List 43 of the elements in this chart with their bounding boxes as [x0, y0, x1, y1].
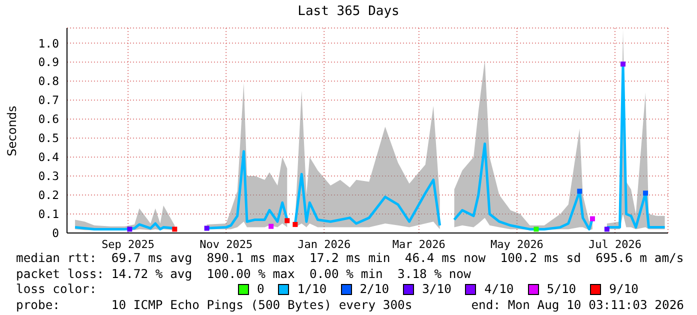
- point: [268, 224, 274, 229]
- y-tick-label: 0.4: [38, 150, 60, 164]
- x-tick-label: May 2026: [490, 238, 544, 251]
- point: [172, 226, 178, 232]
- x-tick-label: Sep 2025: [102, 238, 155, 251]
- y-tick-label: 0.5: [38, 131, 59, 146]
- legend-label: 5/10: [546, 282, 576, 298]
- text: probe: 10 ICMP Echo Pings (500 Bytes) every 300s: [16, 298, 412, 313]
- legend-label: 4/10: [484, 282, 514, 298]
- point: [284, 218, 290, 224]
- x-tick-label: Mar 2026: [392, 238, 446, 251]
- y-tick-label: 0.1: [38, 207, 60, 222]
- legend-title: loss color:: [16, 282, 98, 298]
- y-tick-label: 0.3: [38, 169, 60, 184]
- legend-label: 9/10: [609, 282, 638, 298]
- point: [204, 226, 210, 231]
- point: [604, 226, 610, 232]
- y-tick-label: 0.2: [38, 188, 59, 202]
- chart-title: Last 365 Days: [296, 4, 400, 19]
- x-tick-label: Jul 2026: [588, 238, 642, 251]
- point: [292, 222, 298, 227]
- x-tick-label: Jan 2026: [298, 238, 351, 251]
- y-tick-label: 0.7: [38, 93, 60, 108]
- y-tick-label: 0.9: [38, 55, 60, 70]
- legend-label: 2/10: [360, 282, 390, 298]
- y-tick-label: 0.8: [38, 74, 60, 88]
- point: [620, 62, 626, 67]
- y-axis-title: Seconds: [5, 104, 19, 158]
- point: [643, 190, 648, 196]
- point: [577, 188, 582, 194]
- legend-label: 0: [257, 282, 264, 298]
- x-tick-label: Nov 2025: [200, 238, 253, 251]
- point: [590, 216, 595, 222]
- point: [534, 226, 539, 232]
- legend-label: 1/10: [297, 282, 327, 298]
- y-tick-label: 1.0: [38, 36, 60, 50]
- y-tick-label: 0: [52, 226, 60, 240]
- legend-label: 3/10: [422, 282, 452, 298]
- text: end: Mon Aug 10 03:11:03 2026: [471, 298, 684, 313]
- point: [127, 226, 132, 232]
- text: packet loss: 14.72 % avg 100.00 % max 0.00 % min 3.18 % now: [16, 266, 472, 282]
- text: median rtt: 69.7 ms avg 890.1 ms max 17.2 ms min 46.4 ms now 100.2 ms sd 695.6 m am/s: [16, 251, 684, 266]
- y-tick-label: 0.6: [38, 112, 60, 126]
